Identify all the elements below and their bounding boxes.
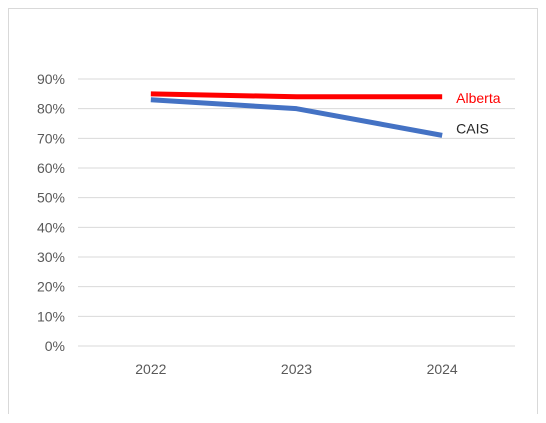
series-line-cais: [150, 97, 443, 138]
x-tick-label: 2024: [427, 361, 458, 377]
y-tick-label: 40%: [37, 219, 65, 235]
y-tick-label: 60%: [37, 160, 65, 176]
y-tick-label: 50%: [37, 190, 65, 206]
y-tick-label: 30%: [37, 249, 65, 265]
series-label-alberta: Alberta: [456, 90, 501, 106]
y-tick-label: 70%: [37, 130, 65, 146]
y-tick-label: 80%: [37, 101, 65, 117]
y-tick-label: 20%: [37, 279, 65, 295]
y-tick-label: 90%: [37, 71, 65, 87]
y-tick-label: 10%: [37, 308, 65, 324]
x-tick-label: 2022: [135, 361, 166, 377]
y-tick-label: 0%: [45, 338, 65, 354]
series-line-alberta: [150, 91, 443, 100]
x-tick-label: 2023: [281, 361, 312, 377]
series-label-cais: CAIS: [456, 120, 489, 136]
